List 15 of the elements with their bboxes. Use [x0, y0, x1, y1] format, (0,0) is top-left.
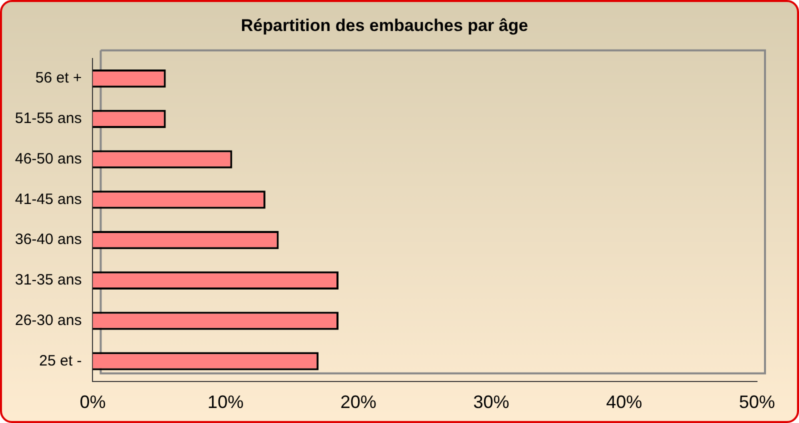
- y-tick-label: 25 et -: [39, 352, 82, 370]
- x-tick-label: 30%: [473, 392, 510, 412]
- x-tick-label: 10%: [208, 392, 244, 412]
- y-tick-label: 51-55 ans: [15, 110, 82, 128]
- y-tick-label: 26-30 ans: [15, 312, 82, 329]
- chart-title: Répartition des embauches par âge: [240, 16, 528, 35]
- y-tick-label: 46-50 ans: [15, 150, 82, 168]
- y-tick-label: 56 et +: [35, 70, 82, 87]
- y-tick-label: 31-35 ans: [15, 272, 82, 289]
- x-tick-label: 20%: [340, 392, 376, 412]
- y-tick-label: 41-45 ans: [15, 190, 82, 208]
- x-tick-label: 0%: [80, 392, 106, 412]
- y-tick-label: 36-40 ans: [15, 231, 82, 248]
- x-tick-label: 40%: [606, 392, 642, 412]
- x-tick-label: 50%: [738, 392, 776, 412]
